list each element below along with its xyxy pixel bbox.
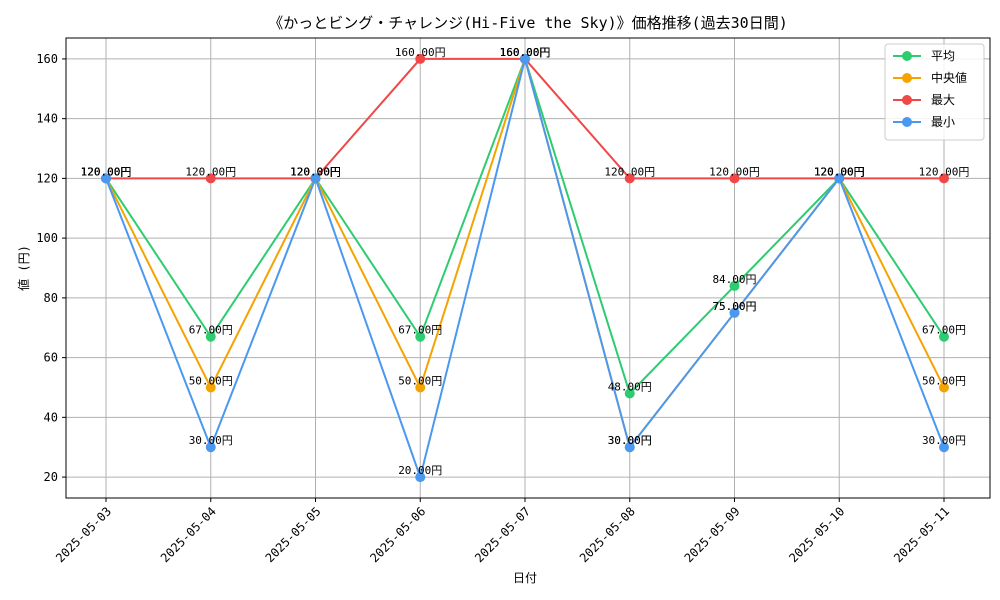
- x-tick-label: 2025-05-07: [472, 504, 533, 565]
- data-label: 67.00円: [189, 324, 233, 337]
- data-point: [834, 173, 845, 184]
- data-label: 120.00円: [290, 165, 341, 178]
- data-point: [624, 388, 635, 399]
- data-point: [729, 307, 740, 318]
- data-label: 120.00円: [185, 165, 236, 178]
- data-label: 120.00円: [81, 165, 132, 178]
- y-tick-label: 140: [36, 112, 58, 126]
- legend-label: 中央値: [931, 70, 967, 85]
- x-tick-label: 2025-05-03: [53, 504, 114, 565]
- data-point: [729, 173, 740, 184]
- data-label: 160.00円: [500, 46, 551, 59]
- data-label: 75.00円: [712, 300, 756, 313]
- data-label: 120.00円: [709, 165, 760, 178]
- legend-box: [884, 43, 985, 141]
- data-label: 120.00円: [81, 165, 132, 178]
- data-label: 120.00円: [81, 165, 132, 178]
- x-tick-label: 2025-05-09: [682, 504, 743, 565]
- data-label: 160.00円: [500, 46, 551, 59]
- data-label: 48.00円: [608, 380, 652, 393]
- y-tick-label: 160: [36, 52, 58, 66]
- data-label: 160.00円: [500, 46, 551, 59]
- data-point: [101, 173, 111, 184]
- data-label: 120.00円: [814, 165, 865, 178]
- data-label: 50.00円: [189, 374, 233, 387]
- data-labels: 120.00円 67.00円 120.00円 67.00円 160.00円 48.00円 8…: [81, 46, 970, 477]
- data-label: 84.00円: [712, 273, 756, 286]
- data-label: 120.00円: [290, 165, 341, 178]
- legend-marker: [902, 51, 912, 61]
- data-label: 50.00円: [922, 374, 966, 387]
- x-tick-label: 2025-05-04: [158, 504, 219, 565]
- axis-ticks: 20 40 60 80 100 120 140 160 2025-05-03 2025-05-04…: [36, 52, 952, 565]
- y-tick-label: 80: [44, 291, 58, 305]
- x-tick-label: 2025-05-08: [577, 504, 638, 565]
- legend-label: 平均: [931, 49, 955, 63]
- y-tick-label: 60: [44, 351, 58, 365]
- data-point: [939, 173, 949, 184]
- plot-frame: [65, 37, 991, 499]
- y-tick-label: 20: [44, 470, 58, 484]
- plot-series: [101, 53, 949, 483]
- data-label: 30.00円: [189, 434, 233, 447]
- legend-marker: [902, 117, 912, 127]
- data-point: [624, 173, 635, 184]
- legend-label: 最大: [931, 93, 955, 107]
- data-label: 50.00円: [398, 374, 442, 387]
- legend-marker: [902, 95, 912, 105]
- data-point: [729, 280, 740, 291]
- data-point: [415, 331, 426, 342]
- data-point: [415, 472, 426, 483]
- data-label: 30.00円: [922, 434, 966, 447]
- data-label: 20.00円: [398, 464, 442, 477]
- data-point: [624, 442, 635, 453]
- data-label: 75.00円: [712, 300, 756, 313]
- data-label: 120.00円: [290, 165, 341, 178]
- y-tick-label: 40: [44, 410, 58, 424]
- y-tick-label: 120: [36, 171, 58, 185]
- data-label: 120.00円: [814, 165, 865, 178]
- data-label: 30.00円: [608, 434, 652, 447]
- data-point: [939, 382, 949, 393]
- data-label: 120.00円: [604, 165, 655, 178]
- data-label: 67.00円: [922, 324, 966, 337]
- data-label: 120.00円: [814, 165, 865, 178]
- legend-marker: [902, 73, 912, 83]
- data-point: [205, 382, 216, 393]
- x-tick-label: 2025-05-05: [263, 504, 324, 565]
- x-axis-label: 日付: [513, 571, 537, 585]
- data-label: 120.00円: [290, 165, 341, 178]
- legend-label: 最小: [931, 115, 955, 129]
- data-label: 30.00円: [608, 434, 652, 447]
- data-label: 120.00円: [814, 165, 865, 178]
- x-tick-label: 2025-05-10: [786, 504, 847, 565]
- data-point: [520, 53, 530, 64]
- data-point: [310, 173, 321, 184]
- data-label: 160.00円: [500, 46, 551, 59]
- data-point: [205, 331, 216, 342]
- data-label: 67.00円: [398, 324, 442, 337]
- data-point: [415, 53, 426, 64]
- data-point: [205, 442, 216, 453]
- y-axis-label: 値 (円): [16, 245, 31, 291]
- data-point: [939, 442, 949, 453]
- data-point: [415, 382, 426, 393]
- y-tick-label: 100: [36, 231, 58, 245]
- data-point: [205, 173, 216, 184]
- chart-title: 《かっとビング・チャレンジ(Hi-Five the Sky)》価格推移(過去30…: [268, 14, 788, 32]
- data-label: 160.00円: [395, 46, 446, 59]
- x-tick-label: 2025-05-06: [367, 504, 428, 565]
- data-label: 120.00円: [919, 165, 970, 178]
- data-point: [939, 331, 949, 342]
- data-label: 120.00円: [81, 165, 132, 178]
- x-tick-label: 2025-05-11: [891, 504, 952, 565]
